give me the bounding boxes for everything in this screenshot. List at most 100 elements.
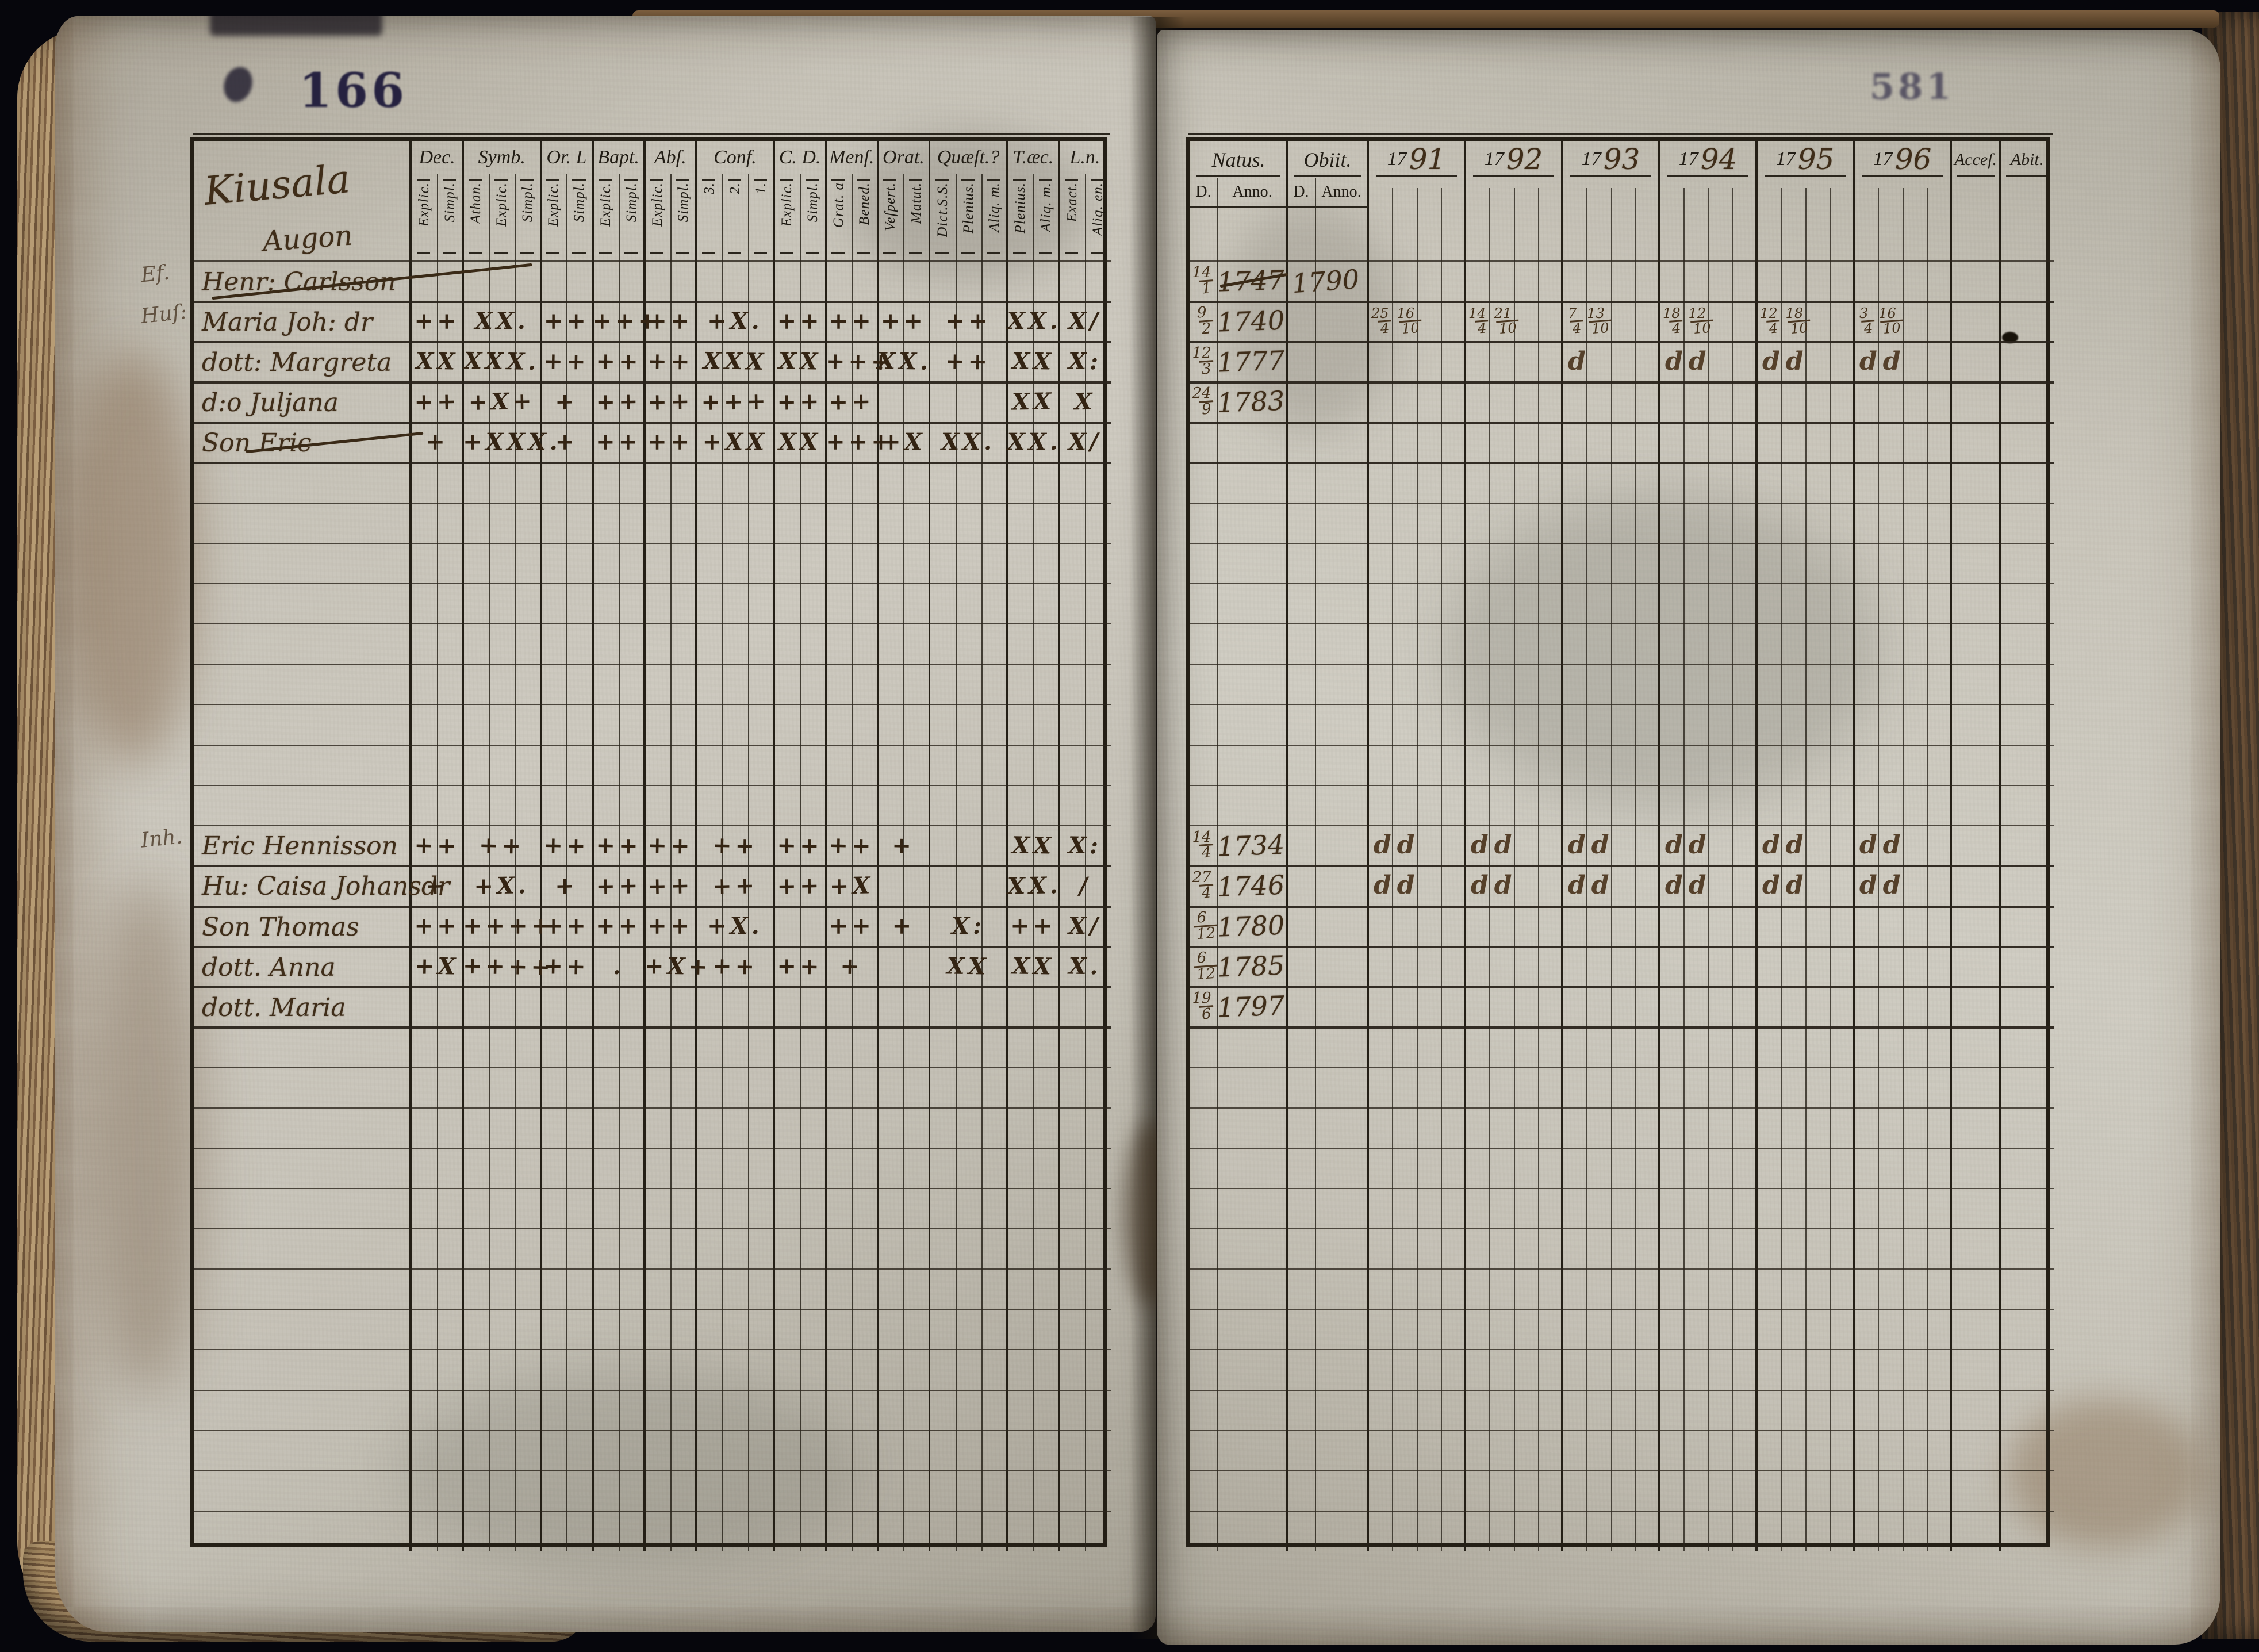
header-dash [806,179,819,181]
marks-cell: XX. [474,307,529,335]
header-sublabel-cell: Simpl. [672,182,695,255]
column-group-header: C. D. [778,147,821,168]
grid-hline [1190,744,2054,746]
ditto-mark: d [1374,830,1391,860]
date-fraction: 27 4 [1192,870,1214,902]
header-dash [961,252,975,254]
header-sublabel-cell: Explic. [412,182,436,255]
header-sublabel: Simpl. [623,182,639,223]
grid-hline [194,664,1111,665]
grid-vline-group [824,141,827,1551]
grid-hline [1190,946,2054,948]
natus-day-cell: 24 9 [1186,382,1222,420]
left-page-number: 166 [299,63,408,118]
parish-subtitle: Augon [262,219,354,258]
grid-hline [194,784,1111,786]
marks-cell: XX [778,347,822,375]
abit-header: Abit. [2010,150,2044,169]
marks-cell: XX. [877,347,932,375]
header-sublabel-cell: Explic. [542,182,565,255]
marks-cell: ++ [647,912,693,940]
header-sublabel-cell: 1. [749,182,773,255]
header-dash [857,179,871,181]
grid-vline [489,174,490,1551]
column-group-header: Or. L [546,147,587,168]
grid-hline [194,1470,1111,1471]
natus-header: Natus. [1211,148,1265,171]
header-sublabel: Veſpert. [883,182,899,232]
marginalia-note: Inh. [140,825,183,853]
grid-vline-group [1286,141,1288,1551]
year-printed-prefix: 17 [1484,148,1504,170]
header-sublabel-cell: Simpl. [516,182,539,255]
date-fraction: 24 9 [1192,386,1214,418]
header-sublabel: Simpl. [442,182,458,223]
grid-hline [194,341,1111,343]
header-dash [650,252,663,254]
marks-cell: XXX. [463,347,540,375]
grid-hline [1190,1349,2054,1351]
ditto-mark: d [1762,830,1780,860]
natus-year-cell: 1783 [1217,385,1285,419]
marks-cell: ++ [1010,912,1056,940]
natus-day-sublabel: D. [1195,183,1211,201]
marks-cell: ++ [829,912,875,940]
marks-cell: ++ [543,912,589,940]
marks-cell: ++ [478,831,525,859]
ditto-mark: d [1688,346,1706,376]
header-dash [546,252,560,254]
grid-vline [1635,188,1636,1551]
grid-vline [1315,178,1316,1551]
header-dash [1294,175,1361,177]
marks-cell: X: [952,912,985,940]
natus-year-cell: 1746 [1217,869,1285,903]
marginalia-note: Ef. [139,260,171,288]
date-fraction: 18 10 [1786,306,1811,337]
marks-cell: ++ [543,307,589,335]
header-dash [1473,175,1554,177]
grid-hline [194,1349,1111,1351]
grid-vline [1781,188,1782,1551]
grid-hline [194,865,1111,868]
grid-hline [194,421,1111,424]
header-dash [676,179,689,181]
grid-vline [1392,188,1394,1551]
header-sublabel-cell: Aliq. m. [1034,182,1058,255]
ditto-mark: d [1785,830,1804,860]
marks-cell: + [555,388,578,416]
header-dash [831,252,845,254]
header-dash [1038,179,1052,181]
marks-cell: XX [415,347,459,375]
marks-cell: XX. [1007,428,1061,456]
marks-cell: ++ [829,831,875,859]
header-dash [1090,252,1104,254]
year-printed-prefix: 17 [1581,148,1601,170]
marks-cell: XXX [703,347,768,375]
header-dash [1012,179,1026,181]
header-dash [753,179,768,181]
grid-vline [1537,188,1539,1551]
date-fraction: 19 6 [1192,991,1214,1023]
year-handwritten-suffix: 92 [1506,143,1543,176]
grid-hline [1190,623,2054,625]
grid-vline [1084,174,1086,1551]
marks-cell: + [892,831,915,859]
header-dash [598,252,612,254]
marks-cell: ++ [647,347,693,375]
obiit-anno-sublabel: Anno. [1321,183,1361,201]
marks-cell: ++ [543,347,590,375]
year-header: 17 91 [1368,142,1465,177]
header-dash [572,179,586,181]
header-dash [727,252,741,254]
grid-hline [1190,784,2054,786]
column-group-header: Abſ. [654,147,686,168]
grid-hline [194,1067,1111,1068]
ditto-mark: d [1859,346,1877,376]
header-sublabel-cell: Matut. [904,182,928,255]
grid-hline [1190,341,2054,343]
marks-cell: +X [415,952,459,980]
grid-vline [437,174,439,1551]
grid-hline [194,704,1111,706]
marks-cell: ++ [543,952,590,980]
